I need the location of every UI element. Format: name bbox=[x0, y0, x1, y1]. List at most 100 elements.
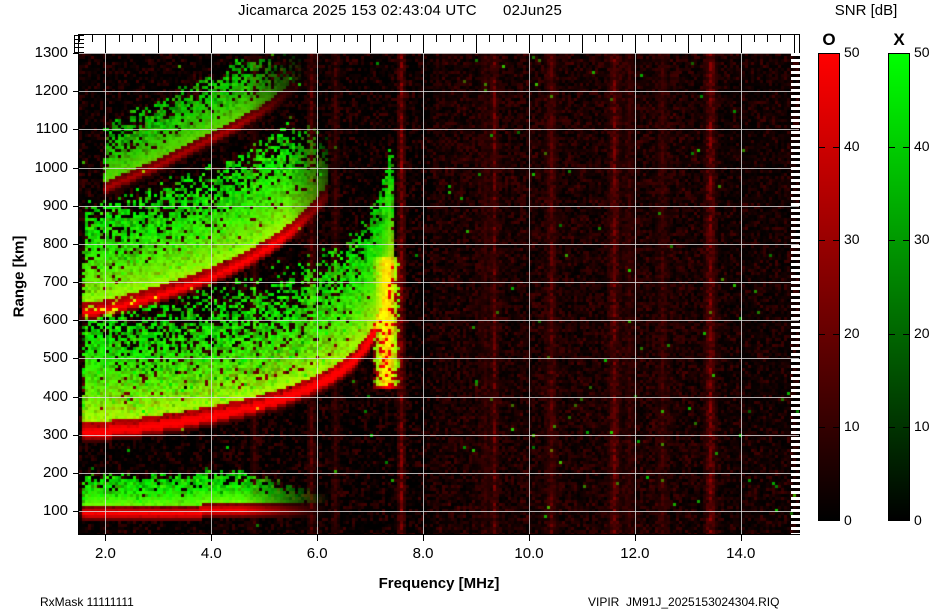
right-edge-dash bbox=[791, 245, 800, 248]
right-edge-dash bbox=[791, 305, 800, 308]
right-edge-dash bbox=[791, 317, 800, 320]
y-tick-700 bbox=[73, 282, 79, 283]
top-minor-tick bbox=[569, 35, 570, 42]
left-mini-spine bbox=[74, 35, 75, 53]
right-edge-dash bbox=[791, 239, 800, 242]
top-minor-tick bbox=[251, 35, 252, 42]
right-edge-dash bbox=[791, 65, 800, 68]
y-tick-400 bbox=[73, 397, 79, 398]
right-edge-dash bbox=[791, 149, 800, 152]
left-mini-tick bbox=[74, 47, 84, 48]
right-edge-dash bbox=[791, 251, 800, 254]
top-minor-tick bbox=[304, 35, 305, 42]
colorbar-x-label-50: 50 bbox=[914, 44, 930, 60]
colorbar-x-letter: X bbox=[893, 30, 905, 49]
right-edge-dash bbox=[791, 521, 800, 524]
right-edge-dash bbox=[791, 497, 800, 500]
right-edge-dash bbox=[791, 431, 800, 434]
y-axis-ticks bbox=[72, 53, 80, 534]
right-edge-dash bbox=[791, 209, 800, 212]
right-edge-dash bbox=[791, 233, 800, 236]
top-minor-tick bbox=[278, 35, 279, 42]
y-tick-1100 bbox=[73, 129, 79, 130]
right-edge-dash bbox=[791, 257, 800, 260]
colorbar-o-label-0: 0 bbox=[844, 512, 852, 528]
right-edge-dash bbox=[791, 503, 800, 506]
y-tick-label-500: 500 bbox=[42, 349, 68, 367]
rxmask-label: RxMask 11111111 bbox=[40, 595, 134, 609]
right-edge-dash bbox=[791, 137, 800, 140]
colorbar-o-label-40: 40 bbox=[844, 137, 860, 154]
riq-filename-label: VIPIR JM91J_2025153024304.RIQ bbox=[588, 595, 780, 609]
x-tick-4.0 bbox=[211, 535, 212, 541]
right-edge-dash bbox=[791, 533, 800, 534]
colorbar-x-gradient[interactable] bbox=[888, 53, 910, 521]
y-tick-100 bbox=[73, 511, 79, 512]
y-tick-label-900: 900 bbox=[42, 196, 68, 214]
right-edge-dash bbox=[791, 161, 800, 164]
right-edge-dash bbox=[791, 449, 800, 452]
right-edge-dash bbox=[791, 311, 800, 314]
top-minor-tick bbox=[489, 35, 490, 42]
right-edge-dash bbox=[791, 509, 800, 512]
right-axis-dashed-edge bbox=[791, 53, 800, 534]
right-edge-dash bbox=[791, 395, 800, 398]
left-mini-tick bbox=[74, 39, 84, 40]
top-minor-tick bbox=[516, 35, 517, 42]
top-minor-tick bbox=[317, 35, 318, 53]
right-edge-dash bbox=[791, 443, 800, 446]
top-minor-tick bbox=[463, 35, 464, 42]
left-mini-tick bbox=[74, 43, 84, 44]
right-edge-dash bbox=[791, 407, 800, 410]
y-tick-500 bbox=[73, 358, 79, 359]
x-tick-8.0 bbox=[423, 535, 424, 541]
right-edge-dash bbox=[791, 95, 800, 98]
top-minor-tick bbox=[291, 35, 292, 42]
right-edge-dash bbox=[791, 377, 800, 380]
top-minor-tick bbox=[529, 35, 530, 53]
right-edge-dash bbox=[791, 335, 800, 338]
colorbar-o-label-10: 10 bbox=[844, 418, 860, 435]
right-edge-dash bbox=[791, 83, 800, 86]
colorbar-x-label-0: 0 bbox=[914, 512, 922, 528]
colorbar-o-letter: O bbox=[822, 30, 836, 49]
top-minor-tick bbox=[423, 35, 424, 53]
right-edge-dash bbox=[791, 473, 800, 476]
y-tick-label-200: 200 bbox=[42, 463, 68, 481]
top-minor-tick bbox=[780, 35, 781, 42]
right-edge-dash bbox=[791, 281, 800, 284]
ionogram-heatmap[interactable] bbox=[79, 53, 799, 534]
top-minor-tick bbox=[238, 35, 239, 42]
left-mini-tick bbox=[74, 52, 84, 53]
x-tick-label-12.0: 12.0 bbox=[620, 545, 650, 562]
right-edge-dash bbox=[791, 215, 800, 218]
y-tick-1300 bbox=[73, 53, 79, 54]
top-minor-tick bbox=[754, 35, 755, 42]
right-edge-dash bbox=[791, 419, 800, 422]
top-minor-tick bbox=[622, 35, 623, 42]
right-edge-dash bbox=[791, 425, 800, 428]
right-edge-dash bbox=[791, 329, 800, 332]
right-edge-dash bbox=[791, 131, 800, 134]
right-edge-dash bbox=[791, 389, 800, 392]
page-title: Jicamarca 2025 153 02:43:04 UTC 02Jun25 bbox=[238, 2, 562, 19]
right-edge-dash bbox=[791, 89, 800, 92]
right-edge-dash bbox=[791, 467, 800, 470]
y-tick-label-1200: 1200 bbox=[34, 82, 68, 100]
y-tick-label-400: 400 bbox=[42, 387, 68, 405]
colorbar-o-gradient[interactable] bbox=[818, 53, 840, 521]
top-minor-tick bbox=[264, 35, 265, 53]
right-edge-dash bbox=[791, 461, 800, 464]
right-edge-dash bbox=[791, 59, 800, 62]
top-minor-tick bbox=[688, 35, 689, 53]
top-minor-tick bbox=[92, 35, 93, 42]
y-tick-200 bbox=[73, 473, 79, 474]
x-axis-title: Frequency [MHz] bbox=[378, 575, 500, 592]
right-edge-dash bbox=[791, 401, 800, 404]
top-minor-tick bbox=[794, 35, 795, 53]
right-edge-dash bbox=[791, 119, 800, 122]
top-minor-tick bbox=[198, 35, 199, 42]
top-minor-tick bbox=[542, 35, 543, 42]
colorbar-o-label-50: 50 bbox=[844, 44, 860, 60]
top-minor-tick bbox=[185, 35, 186, 42]
